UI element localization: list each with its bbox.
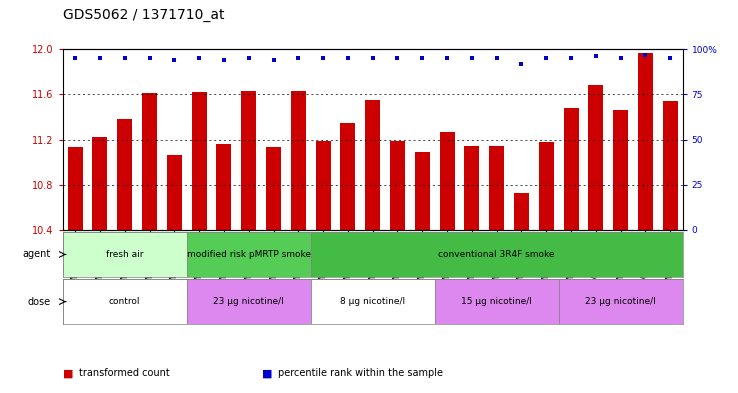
Bar xyxy=(340,123,355,230)
Text: 23 μg nicotine/l: 23 μg nicotine/l xyxy=(213,297,284,306)
Bar xyxy=(68,147,83,230)
Bar xyxy=(117,119,132,230)
Bar xyxy=(638,53,653,230)
Bar xyxy=(365,100,380,230)
Bar xyxy=(514,193,529,230)
Bar xyxy=(92,137,107,230)
Bar xyxy=(216,144,231,230)
Text: fresh air: fresh air xyxy=(106,250,143,259)
Bar xyxy=(316,141,331,230)
Bar xyxy=(291,91,306,230)
Bar xyxy=(142,93,157,230)
Bar xyxy=(187,232,311,277)
Bar xyxy=(489,146,504,230)
Bar xyxy=(63,232,187,277)
Bar xyxy=(435,279,559,324)
Bar xyxy=(464,146,479,230)
Bar xyxy=(311,232,683,277)
Bar xyxy=(415,152,430,230)
Bar xyxy=(539,142,554,230)
Bar xyxy=(63,279,187,324)
Text: modified risk pMRTP smoke: modified risk pMRTP smoke xyxy=(187,250,311,259)
Bar xyxy=(440,132,455,230)
Bar xyxy=(390,141,405,230)
Bar xyxy=(588,85,603,230)
Bar xyxy=(192,92,207,230)
Text: transformed count: transformed count xyxy=(79,368,170,378)
Text: conventional 3R4F smoke: conventional 3R4F smoke xyxy=(438,250,555,259)
Text: agent: agent xyxy=(22,250,50,259)
Text: dose: dose xyxy=(27,297,50,307)
Text: 8 μg nicotine/l: 8 μg nicotine/l xyxy=(340,297,405,306)
Bar xyxy=(613,110,628,230)
Text: percentile rank within the sample: percentile rank within the sample xyxy=(278,368,444,378)
Text: 23 μg nicotine/l: 23 μg nicotine/l xyxy=(585,297,656,306)
Text: ■: ■ xyxy=(63,368,73,378)
Bar xyxy=(564,108,579,230)
Bar xyxy=(311,279,435,324)
Bar xyxy=(241,91,256,230)
Text: control: control xyxy=(109,297,140,306)
Bar xyxy=(559,279,683,324)
Bar xyxy=(167,155,182,230)
Bar xyxy=(663,101,677,230)
Text: GDS5062 / 1371710_at: GDS5062 / 1371710_at xyxy=(63,7,224,22)
Bar xyxy=(266,147,281,230)
Text: 15 μg nicotine/l: 15 μg nicotine/l xyxy=(461,297,532,306)
Bar xyxy=(187,279,311,324)
Text: ■: ■ xyxy=(262,368,272,378)
